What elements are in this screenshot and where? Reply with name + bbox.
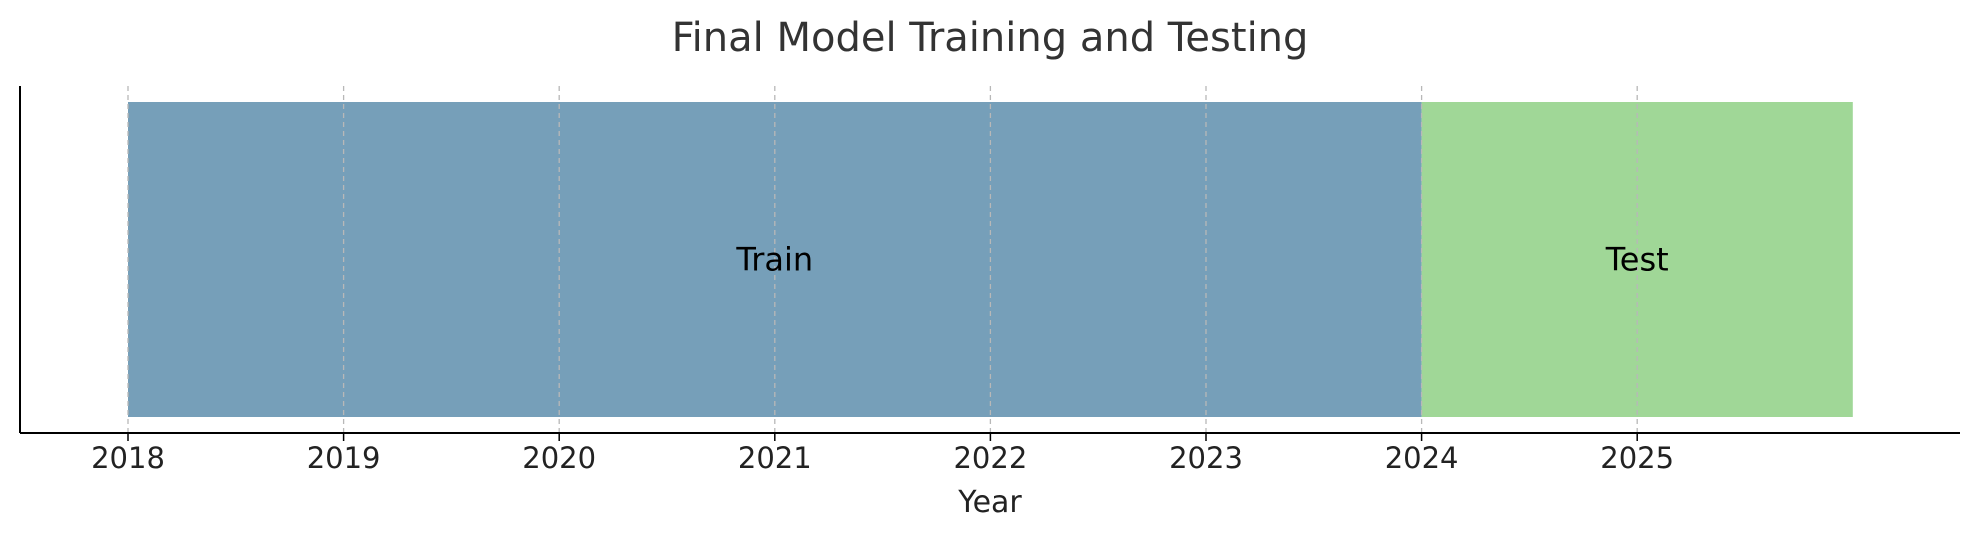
x-tick-label-2023: 2023 (1169, 441, 1243, 475)
bars: Train Test (127, 86, 1853, 433)
x-tick-label-2022: 2022 (953, 441, 1027, 475)
x-ticks: 2018 2019 2020 2021 2022 2023 2024 2025 (91, 433, 1674, 475)
x-tick-label-2024: 2024 (1385, 441, 1459, 475)
bar-label-train: Train (735, 241, 813, 279)
x-axis-label: Year (957, 485, 1022, 520)
x-tick-label-2021: 2021 (738, 441, 812, 475)
bar-label-test: Test (1605, 241, 1669, 279)
x-tick-label-2020: 2020 (522, 441, 596, 475)
x-tick-label-2025: 2025 (1600, 441, 1674, 475)
x-tick-label-2018: 2018 (91, 441, 165, 475)
chart-title: Final Model Training and Testing (672, 15, 1309, 61)
x-tick-label-2019: 2019 (307, 441, 381, 475)
